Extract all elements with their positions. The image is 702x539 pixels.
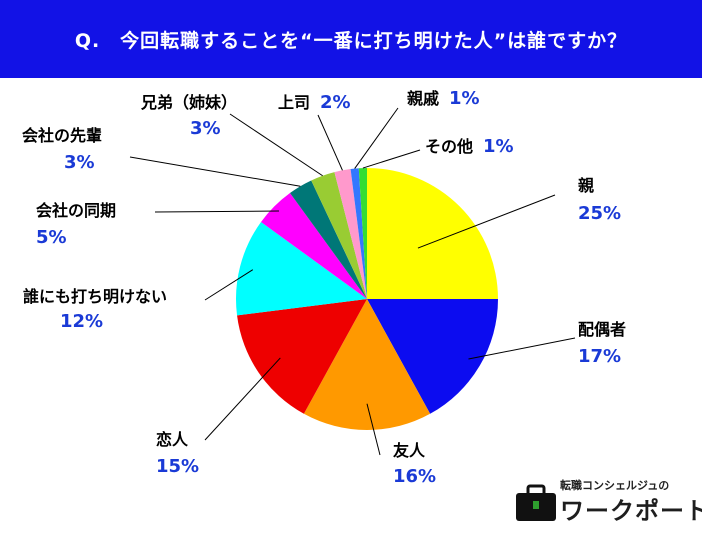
question-text: Q. 今回転職することを“一番に打ち明けた人”は誰ですか？ [74, 29, 628, 52]
leader-line-8 [317, 114, 343, 171]
pie-slice-4 [236, 222, 367, 316]
leader-line-0 [417, 194, 556, 249]
leader-line-10 [362, 149, 421, 169]
slice-percent-1: 17% [578, 346, 621, 367]
slice-label-5: 会社の同期 [36, 201, 116, 220]
slice-percent-10: 1% [483, 136, 514, 157]
pie-slice-0 [367, 168, 498, 299]
slice-label-1: 配偶者 [578, 320, 626, 339]
pie-slice-10 [358, 168, 367, 299]
pie-slice-5 [261, 193, 367, 299]
leader-line-3 [204, 357, 281, 441]
slice-percent-4: 12% [60, 311, 103, 332]
pie-slice-1 [367, 299, 498, 414]
slice-label-0: 親 [578, 176, 594, 195]
pie-slice-9 [350, 168, 367, 299]
leader-line-6 [129, 156, 301, 187]
logo-tagline: 転職コンシェルジュの [560, 479, 670, 492]
slice-label-7: 兄弟（姉妹） [140, 93, 237, 112]
leader-line-9 [354, 107, 399, 169]
slice-label-6: 会社の先輩 [22, 126, 102, 145]
slice-label-8: 上司 [278, 93, 310, 112]
leader-line-5 [154, 210, 280, 213]
pie-slice-7 [311, 172, 367, 299]
slice-label-10: その他 [425, 137, 473, 156]
slice-percent-3: 15% [156, 456, 199, 477]
briefcase-icon [516, 484, 556, 521]
slice-percent-0: 25% [578, 203, 621, 224]
slice-percent-9: 1% [449, 88, 480, 109]
pie-slice-2 [303, 299, 431, 430]
slice-label-9: 親戚 [407, 89, 439, 108]
slice-percent-7: 3% [190, 118, 221, 139]
leader-line-7 [229, 113, 323, 177]
pie-slice-8 [334, 169, 367, 299]
slice-percent-5: 5% [36, 227, 67, 248]
logo-name: ワークポート [560, 497, 702, 525]
leader-line-1 [468, 337, 576, 360]
pie-slice-3 [237, 299, 367, 414]
leader-line-4 [204, 269, 254, 301]
workport-logo: 転職コンシェルジュの ワークポート [514, 477, 702, 527]
slice-percent-6: 3% [64, 152, 95, 173]
slice-label-3: 恋人 [156, 430, 189, 449]
pie-chart: 親 25% 配偶者 17% 友人 16% 恋人 15% 誰にも打ち明けない 12% 会社の同期 5% 会… [22, 88, 626, 487]
slice-label-2: 友人 [393, 441, 426, 460]
leader-line-2 [366, 403, 381, 456]
slice-percent-2: 16% [393, 466, 436, 487]
slice-percent-8: 2% [320, 92, 351, 113]
question-header: Q. 今回転職することを“一番に打ち明けた人”は誰ですか？ [0, 0, 702, 78]
pie-slice-6 [290, 180, 367, 299]
slice-label-4: 誰にも打ち明けない [23, 287, 167, 306]
